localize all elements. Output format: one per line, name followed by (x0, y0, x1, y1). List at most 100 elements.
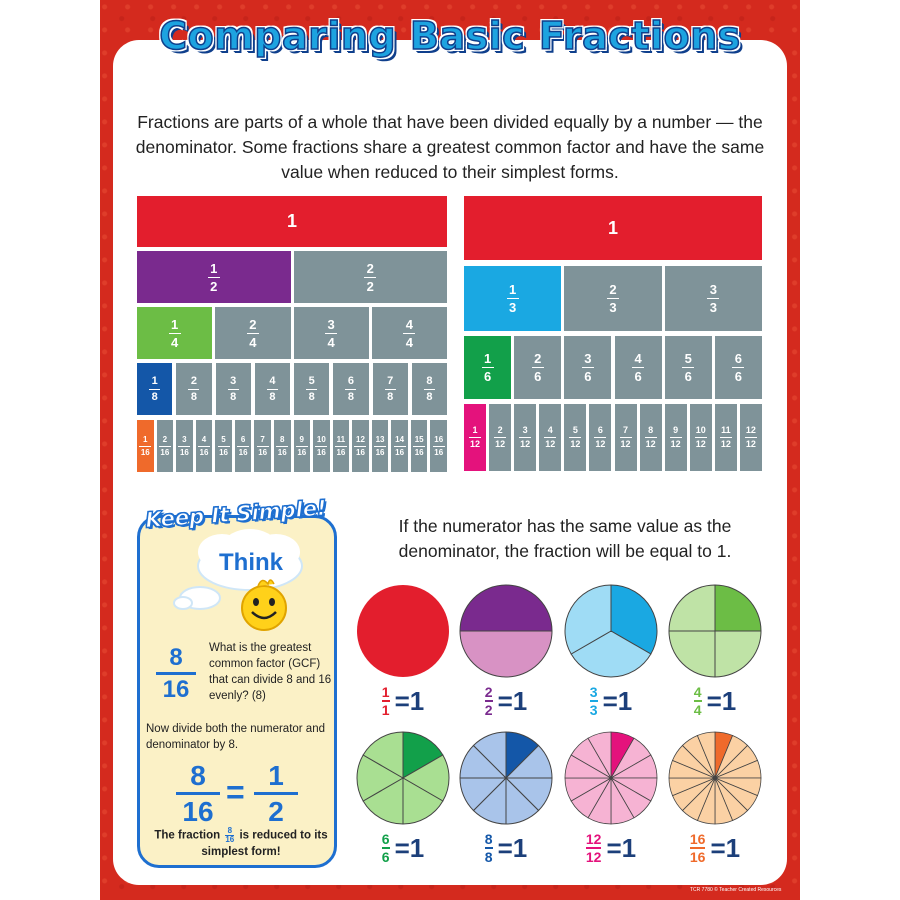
fraction-numerator: 2 (249, 316, 257, 332)
bar-third-12-segment: 11 12 (714, 404, 737, 471)
reduced-text-before: The fraction (154, 829, 221, 842)
fraction-denominator: 16 (414, 447, 424, 457)
fraction-bar (569, 437, 582, 438)
fraction-bar (176, 792, 220, 795)
label-denominator: 4 (693, 702, 702, 718)
bar-half-16-segment: 12 16 (352, 420, 369, 472)
fraction-bar (413, 445, 426, 447)
fraction-denominator: 12 (620, 439, 631, 449)
page-title: Comparing Basic Fractions (158, 13, 741, 59)
fraction-denominator: 12 (520, 439, 531, 449)
bar-third-12-segment: 5 12 (564, 404, 587, 471)
fraction-numerator: 6 (347, 374, 354, 387)
fraction-label: 3 16 (178, 434, 191, 457)
fraction-denominator: 16 (336, 447, 346, 457)
bar-half-16-segment: 6 16 (234, 420, 252, 472)
bar-third-12-segment: 12 12 (739, 404, 762, 471)
fraction-denominator: 12 (670, 439, 681, 449)
question-numerator: 8 (169, 644, 183, 671)
fraction-numerator: 11 (721, 425, 731, 435)
reduced-statement: The fraction 8 16 is reduced to its simp… (146, 827, 336, 860)
fraction-bar (266, 388, 278, 390)
fraction-bar (325, 332, 338, 334)
fraction-bar (149, 388, 161, 390)
fraction-bar (158, 445, 171, 447)
bar-third-12-segment: 1 12 (464, 404, 487, 471)
circle-label-3: 3 3 =1 (566, 685, 656, 717)
fraction-bar (519, 437, 532, 438)
fraction-label: 6 12 (594, 426, 607, 449)
fraction-denominator: 8 (230, 390, 237, 403)
fraction-bar (494, 437, 507, 438)
fraction-denominator: 6 (684, 369, 692, 384)
bar-third-12-segment: 3 12 (514, 404, 537, 471)
fraction-label: 9 16 (295, 435, 308, 457)
bar-half-16-segment: 7 16 (254, 420, 271, 472)
fraction-numerator: 11 (336, 434, 346, 444)
bar-half-16-segment: 5 16 (215, 420, 232, 472)
label-numerator: 3 (589, 684, 598, 700)
fraction-denominator: 12 (495, 439, 506, 449)
fraction-denominator: 2 (366, 278, 374, 294)
fraction-numerator: 7 (387, 374, 394, 387)
fraction-numerator: 4 (269, 374, 276, 387)
label-numerator: 6 (381, 831, 390, 847)
fraction-numerator: 8 (279, 434, 285, 444)
bar-third-12-segment: 2 12 (489, 404, 512, 471)
fraction-denominator: 4 (405, 334, 413, 350)
fraction-bar (381, 700, 390, 702)
fraction-numerator: 5 (308, 374, 315, 387)
fraction-bar (719, 437, 732, 438)
fraction-denominator: 8 (426, 390, 433, 403)
equals-one: =1 (710, 832, 741, 863)
fraction-numerator: 3 (584, 351, 592, 366)
fraction-bar (585, 847, 602, 849)
fraction-denominator: 16 (179, 447, 189, 457)
fraction-label: 5 16 (217, 434, 230, 457)
fraction-numerator: 3 (182, 434, 187, 444)
fraction-denominator: 16 (160, 447, 170, 457)
fraction-bar (506, 298, 519, 299)
gcf-question: What is the greatest common factor (GCF)… (209, 642, 332, 702)
circle-label-1: 1 1 =1 (358, 685, 448, 717)
fraction-bar (345, 388, 357, 390)
fraction-denominator: 12 (645, 439, 656, 449)
mini-numerator: 8 (227, 826, 233, 835)
fraction-label: 7 12 (619, 426, 632, 449)
fraction-denominator: 12 (695, 439, 706, 449)
circle-label-16: 16 16 =1 (670, 832, 760, 864)
fraction-numerator: 8 (648, 425, 654, 435)
question-fraction: 8 16 (154, 644, 198, 703)
label-numerator: 16 (689, 831, 706, 847)
fraction-denominator: 12 (470, 439, 481, 449)
fraction-numerator: 5 (221, 434, 226, 444)
bar-half-16-segment: 8 16 (273, 420, 291, 472)
fraction-numerator: 9 (673, 425, 679, 435)
label-fraction: 12 12 (585, 832, 602, 864)
fraction-bar (432, 445, 445, 447)
fraction-label: 12 16 (354, 435, 367, 457)
fraction-label: 9 12 (669, 425, 682, 449)
fraction-numerator: 3 (709, 282, 717, 297)
fraction-denominator: 8 (347, 390, 354, 403)
equals-one: =1 (394, 685, 425, 716)
fraction-denominator: 16 (297, 447, 307, 457)
equals-one: =1 (606, 832, 637, 863)
